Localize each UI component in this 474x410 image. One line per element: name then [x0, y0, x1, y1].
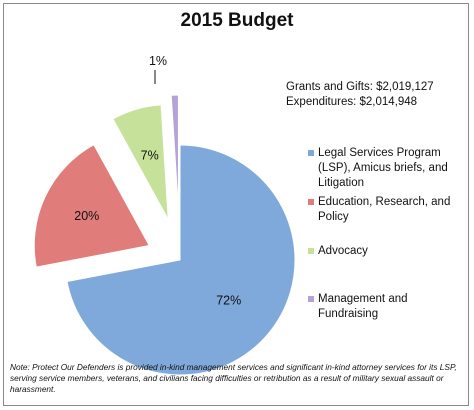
legend-item-advocacy: Advocacy	[308, 244, 458, 259]
legend-swatch-management	[308, 296, 314, 302]
budget-totals: Grants and Gifts: $2,019,127 Expenditure…	[286, 80, 434, 110]
legend-swatch-education	[308, 199, 314, 205]
data-label-lsp: 72%	[216, 293, 241, 307]
legend-swatch-advocacy	[308, 248, 314, 254]
expenditures-text: Expenditures: $2,014,948	[286, 96, 418, 108]
data-label-advocacy: 7%	[141, 149, 159, 163]
chart-title: 2015 Budget	[180, 10, 294, 31]
legend-swatch-lsp	[308, 150, 314, 156]
footnote: Note: Protect Our Defenders is provided …	[10, 362, 457, 394]
slice-lsp	[66, 144, 296, 376]
legend-item-lsp: Legal Services Program (LSP), Amicus bri…	[308, 146, 458, 191]
legend-item-education: Education, Research, and Policy	[308, 195, 458, 225]
slice-management	[170, 94, 179, 211]
grants-text: Grants and Gifts: $2,019,127	[286, 81, 434, 93]
slice-education	[33, 144, 151, 268]
data-label-management: 1%	[149, 54, 167, 68]
legend-item-management: Management and Fundraising	[308, 292, 458, 322]
data-label-education: 20%	[74, 209, 99, 223]
slice-advocacy	[112, 104, 169, 220]
